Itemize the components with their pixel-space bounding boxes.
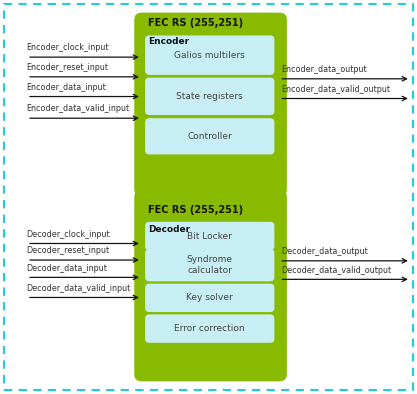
Text: Encoder_clock_input: Encoder_clock_input: [26, 43, 108, 52]
FancyBboxPatch shape: [145, 118, 274, 154]
Text: FEC RS (255,251): FEC RS (255,251): [148, 18, 243, 28]
Text: Encoder_data_valid_input: Encoder_data_valid_input: [26, 104, 129, 113]
Text: Encoder_data_output: Encoder_data_output: [281, 65, 367, 74]
Text: Decoder_data_valid_input: Decoder_data_valid_input: [26, 284, 130, 293]
Text: Encoder_reset_input: Encoder_reset_input: [26, 63, 108, 72]
Text: Bit Locker: Bit Locker: [187, 232, 232, 240]
Text: Controller: Controller: [187, 132, 232, 141]
Text: FEC RS (255,251): FEC RS (255,251): [148, 205, 243, 215]
FancyBboxPatch shape: [134, 13, 287, 196]
Text: Encoder_data_valid_output: Encoder_data_valid_output: [281, 85, 390, 94]
FancyBboxPatch shape: [145, 284, 274, 312]
Text: Decoder_data_valid_output: Decoder_data_valid_output: [281, 266, 391, 275]
Text: Syndrome
calculator: Syndrome calculator: [187, 255, 233, 275]
Text: Decoder_reset_input: Decoder_reset_input: [26, 246, 109, 255]
Text: State registers: State registers: [176, 92, 243, 101]
Text: Key solver: Key solver: [186, 294, 233, 302]
Text: Galios multilers: Galios multilers: [174, 51, 245, 59]
Text: Encoder: Encoder: [148, 37, 189, 46]
FancyBboxPatch shape: [145, 35, 274, 75]
FancyBboxPatch shape: [145, 222, 274, 250]
FancyBboxPatch shape: [145, 314, 274, 343]
FancyBboxPatch shape: [145, 78, 274, 115]
Text: Decoder: Decoder: [148, 225, 190, 234]
FancyBboxPatch shape: [145, 249, 274, 281]
FancyBboxPatch shape: [134, 190, 287, 381]
Text: Decoder_data_input: Decoder_data_input: [26, 264, 107, 273]
Text: Encoder_data_input: Encoder_data_input: [26, 83, 106, 92]
Text: Error correction: Error correction: [174, 324, 245, 333]
Text: Decoder_clock_input: Decoder_clock_input: [26, 230, 110, 239]
Text: Decoder_data_output: Decoder_data_output: [281, 247, 368, 256]
